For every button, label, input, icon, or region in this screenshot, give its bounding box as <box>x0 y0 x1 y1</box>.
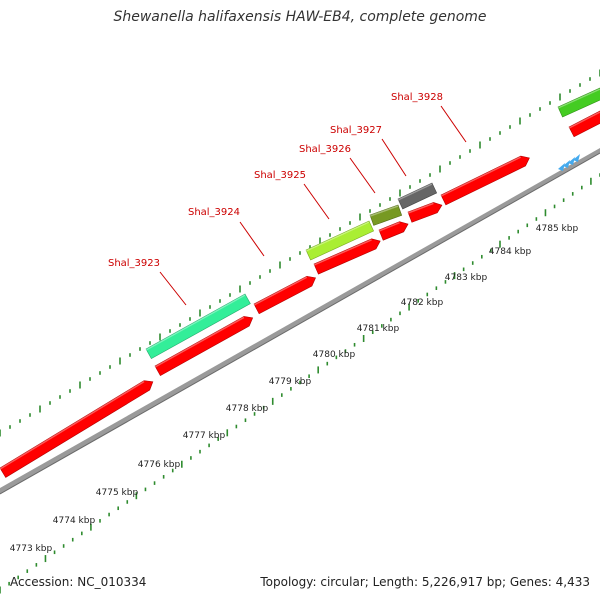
scale-label: 4784 kbp <box>489 247 532 257</box>
feature-track <box>0 87 600 478</box>
cds-block-highlight <box>378 221 400 232</box>
cds-block <box>313 238 381 275</box>
direction-arrow-icon <box>568 157 575 165</box>
scale-label: 4781 kbp <box>357 324 400 334</box>
scale-label: 4783 kbp <box>445 273 488 283</box>
label-leaders <box>159 105 467 306</box>
cds-block-highlight <box>313 239 372 266</box>
cds-block-highlight <box>0 380 145 470</box>
cds-block <box>378 221 409 241</box>
gray-feature-block <box>397 182 438 210</box>
gene-label: Shal_3923 <box>108 258 160 269</box>
gene-label: Shal_3926 <box>299 144 351 155</box>
direction-arrow-icon <box>573 154 580 162</box>
scale-label: 4785 kbp <box>536 224 579 234</box>
scale-label: 4778 kbp <box>226 404 269 414</box>
gene-label: Shal_3924 <box>188 207 240 218</box>
cds-block <box>568 110 600 138</box>
gene-label-leader <box>239 221 265 257</box>
lime-feature-block <box>305 220 374 261</box>
scale-label: 4777 kbp <box>183 431 226 441</box>
scale-label: 4774 kbp <box>53 516 96 526</box>
scale-label: 4773 kbp <box>10 544 53 554</box>
gene-labels: Shal_3923 Shal_3924 Shal_3925 Shal_3926 Shal… <box>108 92 443 269</box>
cds-block <box>154 316 254 377</box>
gene-label: Shal_3927 <box>330 125 382 136</box>
lime-feature-block-highlight <box>305 221 370 252</box>
teal-feature-block-highlight <box>145 294 246 351</box>
cds-block-highlight <box>407 202 434 214</box>
green-feature-block-highlight <box>557 88 600 109</box>
scale-label: 4776 kbp <box>138 460 181 470</box>
scale-label: 4782 kbp <box>401 298 444 308</box>
gene-label-leader <box>440 105 467 143</box>
cds-block <box>253 275 316 315</box>
genome-summary-text: Topology: circular; Length: 5,226,917 bp… <box>260 575 590 589</box>
teal-feature-block <box>145 293 251 360</box>
gray-feature-block-highlight <box>397 183 433 201</box>
gene-label-leader <box>381 138 407 177</box>
green-feature-block <box>557 87 600 118</box>
gene-label-leader <box>303 183 330 220</box>
cds-block-highlight <box>440 156 522 197</box>
backbone-track <box>0 148 600 495</box>
cds-block <box>440 155 530 206</box>
cds-block-highlight <box>253 276 308 306</box>
cds-block-highlight <box>154 316 245 368</box>
tick-marks <box>0 69 600 594</box>
scale-label: 4775 kbp <box>96 488 139 498</box>
gene-label: Shal_3928 <box>391 92 443 103</box>
gene-label-leader <box>159 271 187 306</box>
backbone-edge <box>0 152 600 495</box>
map-title: Shewanella halifaxensis HAW-EB4, complet… <box>113 9 487 25</box>
olive-feature-block <box>369 204 403 226</box>
cds-block <box>407 202 443 223</box>
scale-labels: 4773 kbp 4774 kbp 4775 kbp 4776 kbp 4777 kbp… <box>10 224 579 554</box>
cds-block-highlight <box>568 111 600 129</box>
backbone-line <box>0 148 600 494</box>
gene-label-leader <box>349 157 376 194</box>
olive-feature-block-highlight <box>369 205 399 217</box>
cds-block <box>0 380 154 478</box>
scale-label: 4779 kbp <box>269 377 312 387</box>
scale-label: 4780 kbp <box>313 350 356 360</box>
direction-arrow-icon <box>558 163 565 171</box>
gene-label: Shal_3925 <box>254 170 306 181</box>
accession-text: Accession: NC_010334 <box>10 575 147 589</box>
direction-arrow-icon <box>563 160 570 168</box>
